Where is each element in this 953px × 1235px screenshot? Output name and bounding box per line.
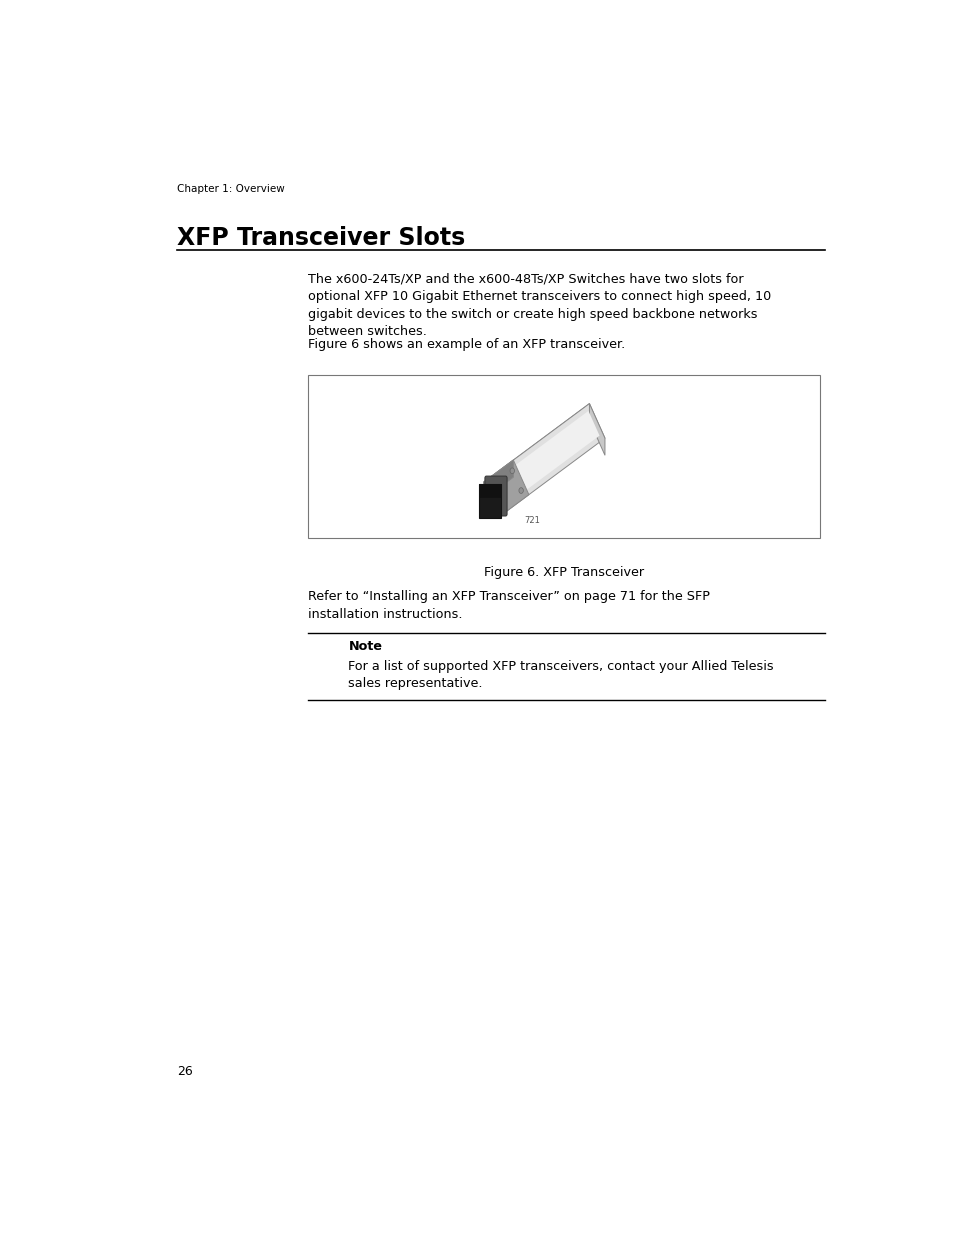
Text: Note: Note xyxy=(348,640,382,653)
Bar xyxy=(308,374,820,538)
Circle shape xyxy=(518,488,523,494)
Polygon shape xyxy=(478,484,500,498)
Text: Refer to “Installing an XFP Transceiver” on page 71 for the SFP
installation ins: Refer to “Installing an XFP Transceiver”… xyxy=(308,590,709,621)
Polygon shape xyxy=(483,461,528,516)
Polygon shape xyxy=(483,404,589,499)
Polygon shape xyxy=(483,404,604,516)
Polygon shape xyxy=(589,404,604,456)
Text: 721: 721 xyxy=(524,516,539,525)
Text: For a list of supported XFP transceivers, contact your Allied Telesis
sales repr: For a list of supported XFP transceivers… xyxy=(348,659,773,690)
Circle shape xyxy=(510,468,514,474)
Text: Chapter 1: Overview: Chapter 1: Overview xyxy=(176,184,284,194)
Text: The x600-24Ts/XP and the x600-48Ts/XP Switches have two slots for
optional XFP 1: The x600-24Ts/XP and the x600-48Ts/XP Sw… xyxy=(308,273,770,338)
Text: XFP Transceiver Slots: XFP Transceiver Slots xyxy=(176,226,465,251)
Polygon shape xyxy=(483,461,513,499)
FancyBboxPatch shape xyxy=(484,475,507,516)
Text: 26: 26 xyxy=(176,1066,193,1078)
Text: Figure 6 shows an example of an XFP transceiver.: Figure 6 shows an example of an XFP tran… xyxy=(308,338,624,352)
Bar xyxy=(490,485,501,506)
Polygon shape xyxy=(492,411,598,506)
Text: Figure 6. XFP Transceiver: Figure 6. XFP Transceiver xyxy=(483,566,643,579)
Bar xyxy=(478,484,500,517)
